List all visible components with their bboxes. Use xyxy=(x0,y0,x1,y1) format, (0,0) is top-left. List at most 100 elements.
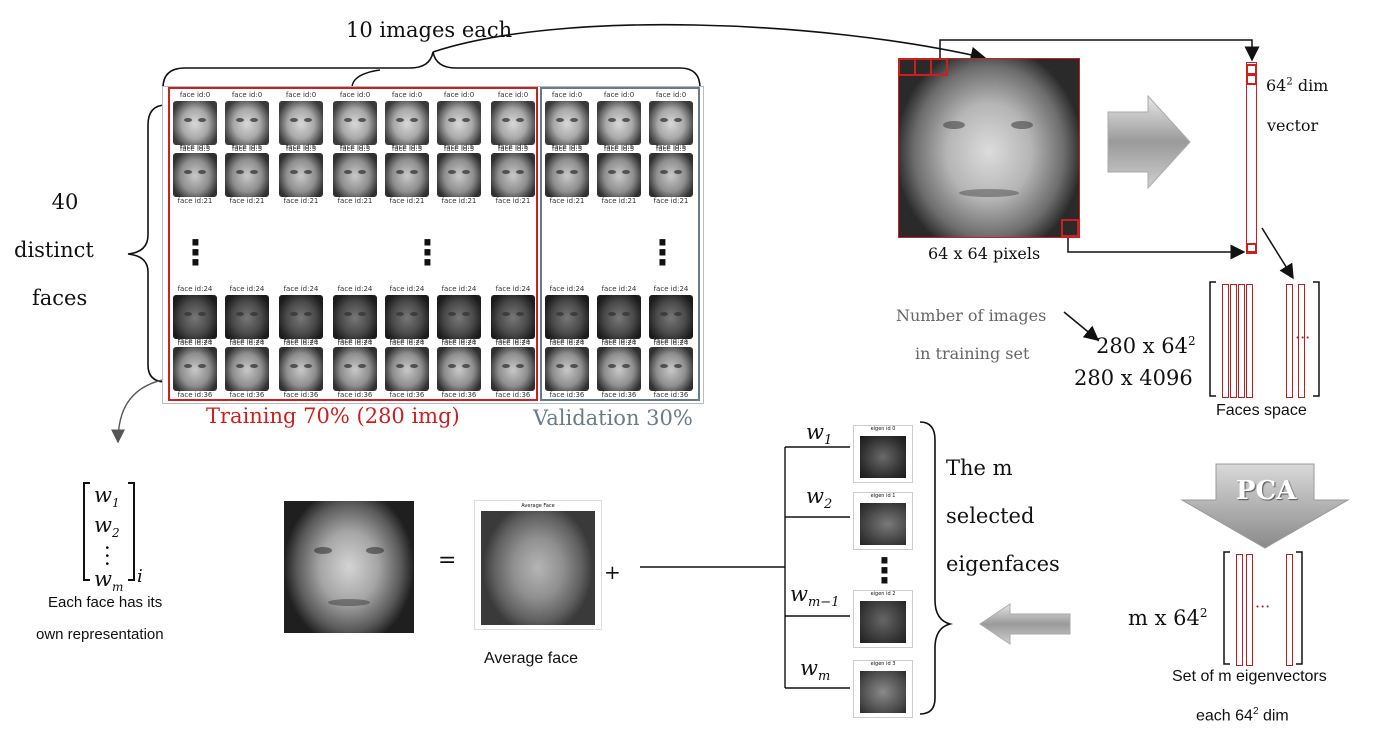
face-thumbnail xyxy=(437,153,481,197)
average-face-panel: Average Face xyxy=(474,500,602,630)
face-thumbnail xyxy=(545,153,589,197)
validation-box xyxy=(540,87,700,401)
eigenface-image-4 xyxy=(860,671,906,713)
mouth xyxy=(959,189,1019,197)
face-thumb-label: face id:24 xyxy=(653,339,689,347)
face-thumb-label: face id:0 xyxy=(497,91,529,99)
equals-sign: = xyxy=(438,548,457,573)
face-thumbnail xyxy=(437,101,481,145)
face-thumb-label: face id:21 xyxy=(177,197,213,205)
rep-dots: · · · xyxy=(104,536,111,577)
eye-left xyxy=(943,121,965,129)
face-thumb-label: face id:5 xyxy=(285,145,317,153)
face-thumb-label: face id:5 xyxy=(551,143,583,151)
face-thumb-label: face id:24 xyxy=(229,285,265,293)
face-thumb-label: face id:21 xyxy=(229,197,265,205)
face-thumbnail xyxy=(597,347,641,391)
face-thumb-label: face id:21 xyxy=(283,197,319,205)
face-thumb-label: face id:5 xyxy=(497,143,529,151)
pixel-vector xyxy=(1246,62,1257,252)
eigenface-thumb-3: eigen id 2 xyxy=(853,590,913,648)
face-thumb-label: face id:0 xyxy=(655,91,687,99)
big-right-arrow xyxy=(1107,94,1191,190)
face-thumbnail xyxy=(279,295,323,339)
rep-wm: wm xyxy=(94,567,124,595)
eigenfaces-line2: selected xyxy=(946,504,1035,528)
inner-brace xyxy=(351,69,381,89)
average-face-caption: Average face xyxy=(484,650,578,667)
face-thumb-label: face id:24 xyxy=(389,337,425,345)
num-images-line1: Number of images xyxy=(896,306,1047,325)
eigenface-thumb-4: eigen id 3 xyxy=(853,660,913,718)
face-thumbnail xyxy=(491,347,535,391)
weight-label-2: w2 xyxy=(806,484,833,513)
face-thumbnail xyxy=(333,153,377,197)
eye-right xyxy=(1011,121,1033,129)
face-thumb-label: face id:5 xyxy=(231,145,263,153)
face-thumb-label: face id:21 xyxy=(653,197,689,205)
face-thumb-label: face id:36 xyxy=(495,391,531,399)
face-thumb-label: face id:24 xyxy=(601,337,637,345)
face-thumb-label: face id:24 xyxy=(283,337,319,345)
eigenface-image-1 xyxy=(860,436,906,478)
eigvec-matrix: ··· xyxy=(1236,554,1298,666)
grid-dots-2: · · · xyxy=(421,223,434,283)
face-thumbnail xyxy=(173,101,217,145)
face-thumbnail xyxy=(279,101,323,145)
face-thumbnail xyxy=(545,101,589,145)
face-thumb-label: face id:24 xyxy=(653,285,689,293)
average-face-image xyxy=(481,511,595,625)
face-thumbnail xyxy=(649,347,693,391)
face-thumb-label: face id:0 xyxy=(231,91,263,99)
vector-word-label: vector xyxy=(1267,116,1319,135)
face-thumb-label: face id:24 xyxy=(389,339,425,347)
face-thumb-label: face id:24 xyxy=(229,339,265,347)
matrix-ellipsis: ··· xyxy=(1295,328,1311,347)
matrix-column xyxy=(1236,554,1243,666)
face-thumb-label: face id:24 xyxy=(495,285,531,293)
eigen-dots: · · · xyxy=(878,541,891,601)
faces-space-matrix: ··· xyxy=(1222,284,1312,398)
pixel-size-label: 64 x 64 pixels xyxy=(928,244,1041,263)
face-thumb-label: face id:36 xyxy=(441,391,477,399)
face-thumbnail xyxy=(437,295,481,339)
face-thumb-label: face id:5 xyxy=(603,143,635,151)
face-thumb-label: face id:5 xyxy=(443,143,475,151)
rep-outer-sub: i xyxy=(137,566,143,587)
face-thumb-label: face id:0 xyxy=(443,91,475,99)
plus-sign: + xyxy=(604,560,621,584)
top-brace xyxy=(162,51,701,89)
face-thumbnail xyxy=(437,347,481,391)
matrix-column xyxy=(1246,284,1253,398)
face-thumb-label: face id:5 xyxy=(655,145,687,153)
vector-dim-label: 642 dim xyxy=(1266,76,1329,95)
face-thumbnail xyxy=(597,295,641,339)
faces-label: faces xyxy=(32,286,88,310)
face-thumbnail xyxy=(333,295,377,339)
distinct-label: distinct xyxy=(14,238,94,262)
face-thumb-label: face id:24 xyxy=(337,339,373,347)
face-thumb-label: face id:21 xyxy=(495,197,531,205)
pca-arrow xyxy=(1180,463,1350,549)
matrix-column xyxy=(1238,284,1245,398)
face-thumbnail xyxy=(385,101,429,145)
face-thumb-label: face id:5 xyxy=(179,145,211,153)
training-label: Training 70% (280 img) xyxy=(206,404,460,428)
face-thumbnail xyxy=(597,101,641,145)
face-thumb-label: face id:5 xyxy=(339,145,371,153)
face-thumb-label: face id:0 xyxy=(179,91,211,99)
face-thumbnail xyxy=(279,347,323,391)
face-thumbnail xyxy=(597,153,641,197)
face-thumb-label: face id:21 xyxy=(549,197,585,205)
matrix-column xyxy=(1298,284,1305,398)
input-eye-right xyxy=(366,547,384,554)
input-face-image xyxy=(284,501,414,633)
face-thumb-label: face id:5 xyxy=(551,145,583,153)
face-thumbnail xyxy=(385,347,429,391)
eigvec-caption-line2: each 642 dim xyxy=(1196,706,1289,725)
face-grid: face id:0 face id:5 face id:0 face id:5 face… xyxy=(162,86,704,404)
matrix-dim-line2: 280 x 4096 xyxy=(1074,366,1193,390)
face-thumb-label: face id:21 xyxy=(389,197,425,205)
face-thumb-label: face id:24 xyxy=(337,285,373,293)
